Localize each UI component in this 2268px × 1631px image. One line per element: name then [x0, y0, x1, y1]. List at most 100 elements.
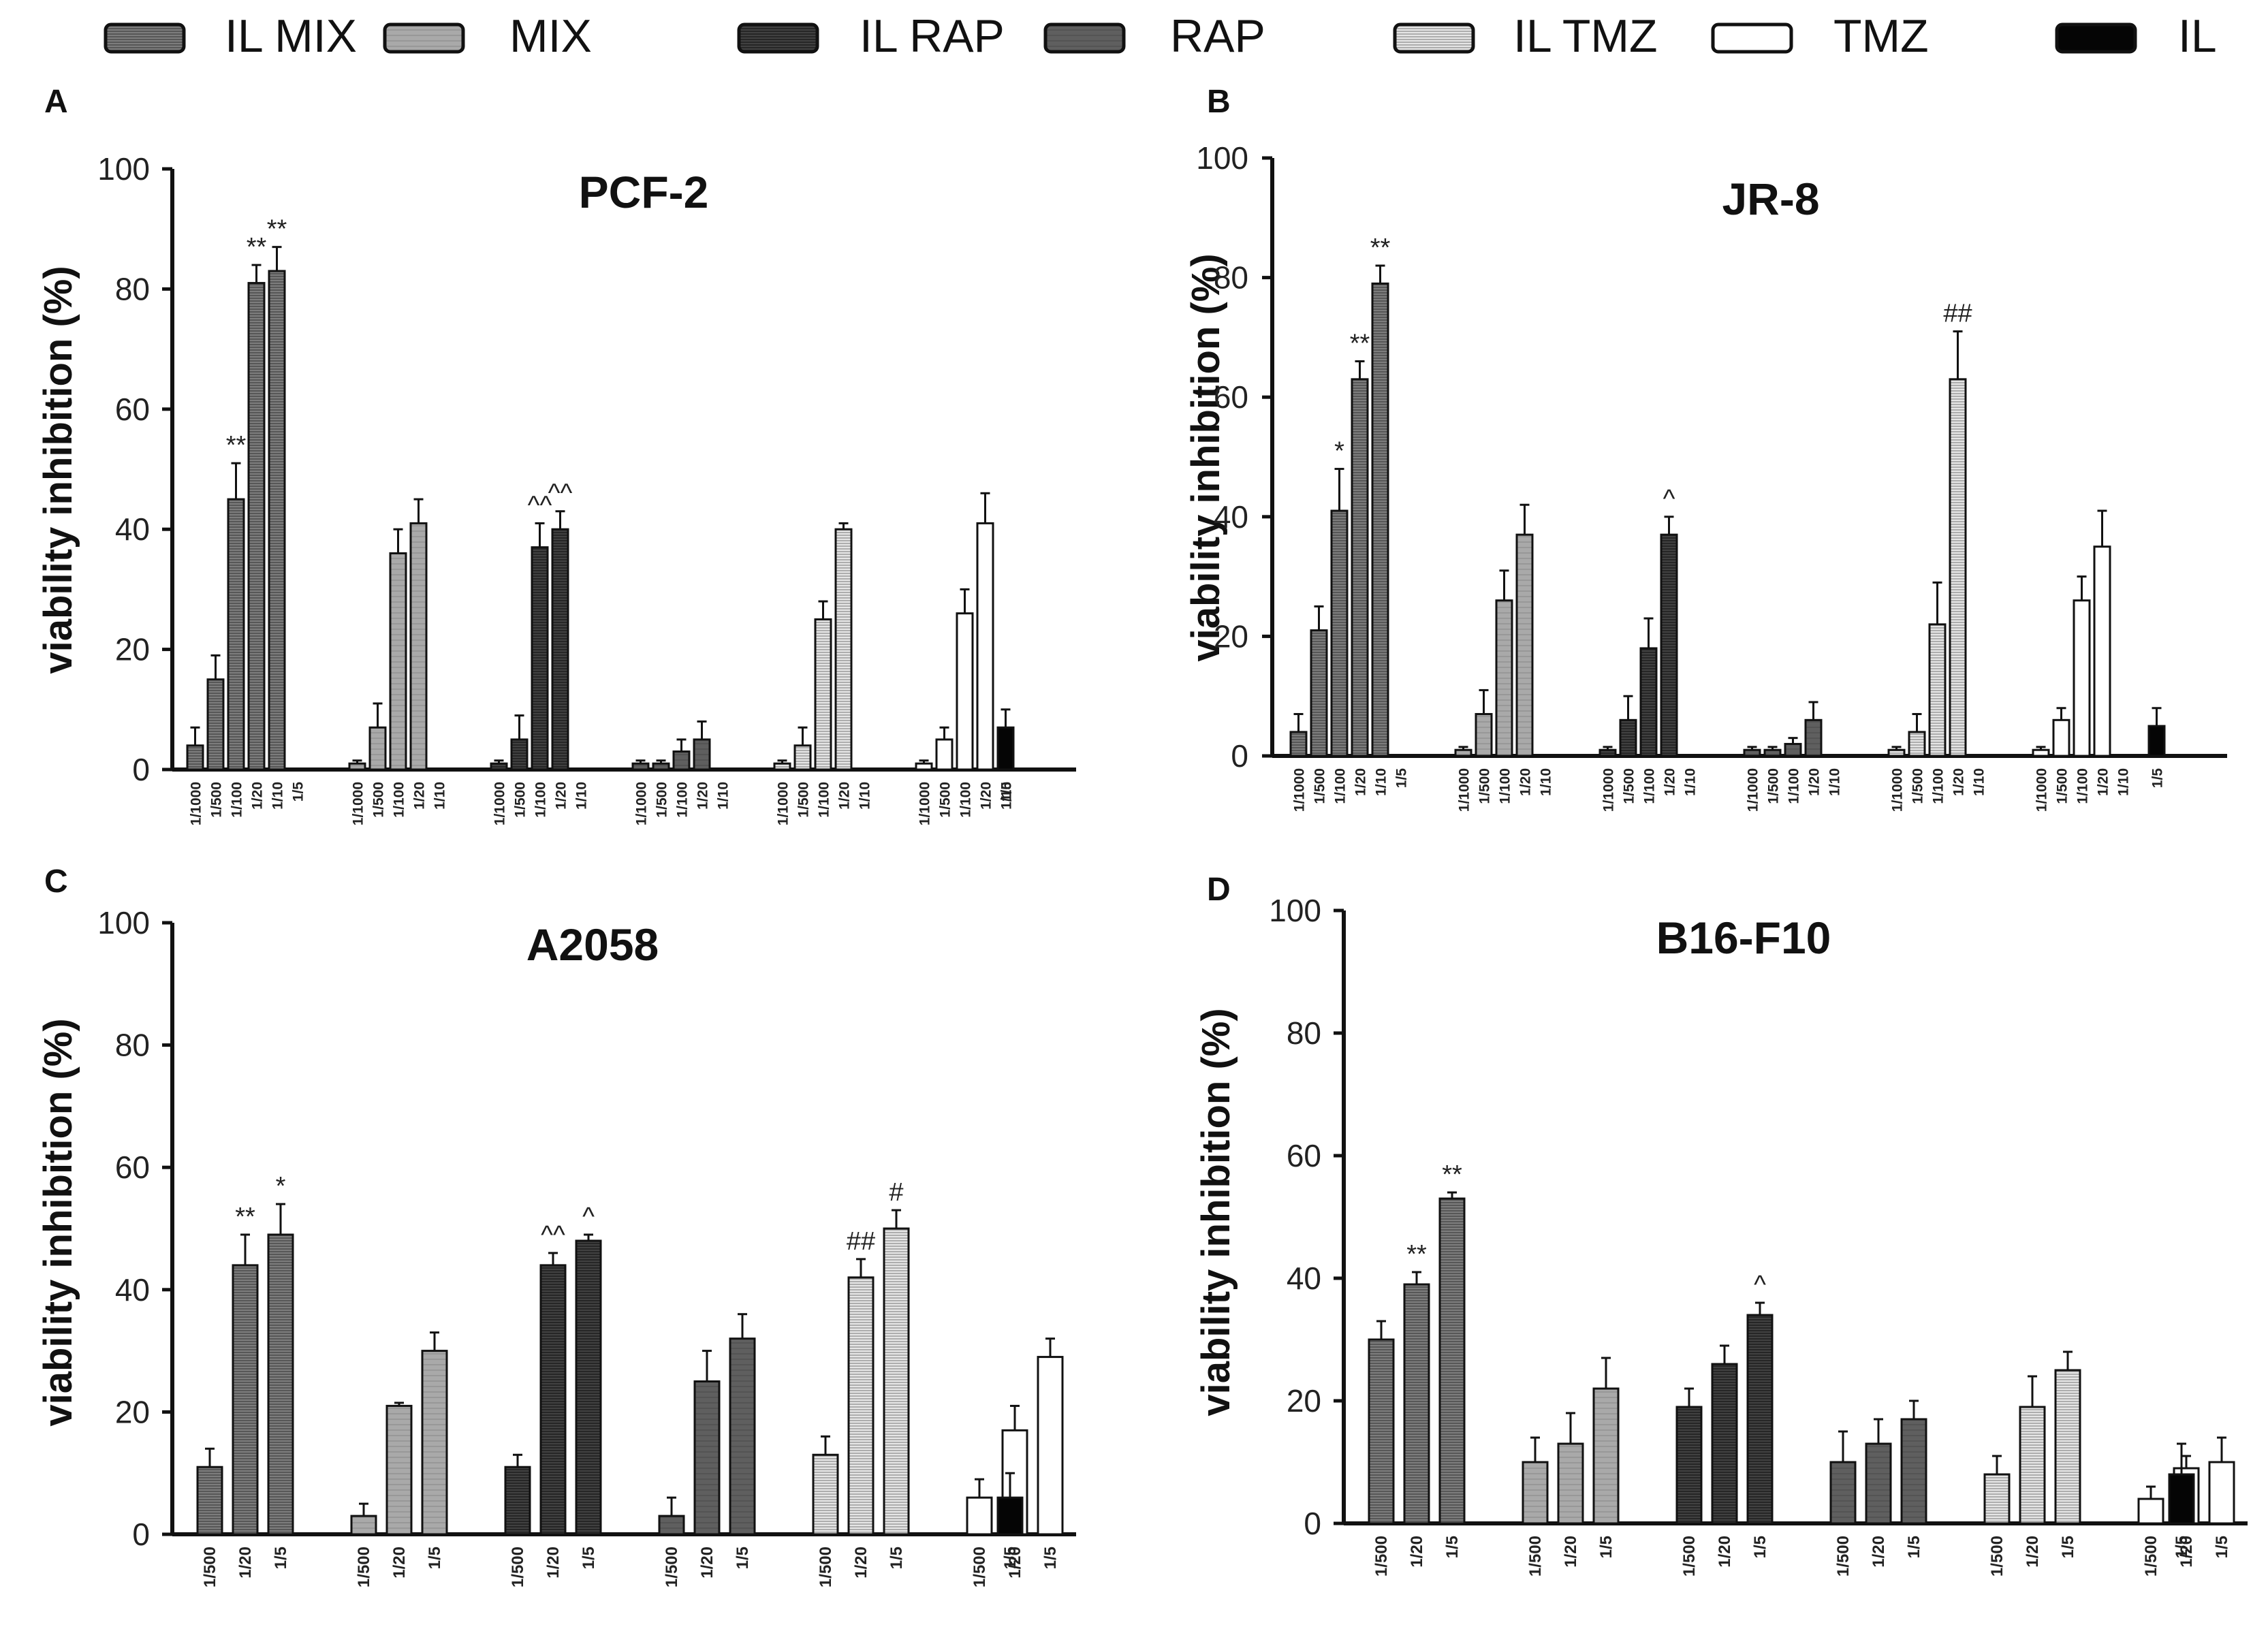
significance-label: ^^	[528, 491, 552, 520]
significance-label: ^	[1754, 1271, 1766, 1299]
y-tick-label: 0	[1304, 1506, 1321, 1541]
bar-il-1-5	[2168, 1473, 2195, 1525]
bar-group-il-tmz: 1/1000 1/500 1/100 1/20 1/10	[773, 522, 873, 825]
x-tick-label: 1/20	[412, 782, 428, 810]
bar-il-tmz-1-20	[1949, 378, 1967, 757]
y-tick-label: 20	[115, 632, 150, 667]
bar-tmz-1-500	[935, 738, 954, 771]
significance-label: **	[1406, 1240, 1427, 1269]
x-tick-label: 1/500	[509, 1547, 527, 1587]
bar-il-tmz-1-500	[1908, 731, 1926, 757]
bar-group-il-rap: 1/500 1/20 ^ 1/5	[1675, 1271, 1774, 1577]
x-tick-label: 1/5	[1443, 1536, 1462, 1558]
bar-il-rap-1-20	[1660, 533, 1678, 757]
significance-label: ^^	[541, 1221, 565, 1250]
x-tick-label: 1/5	[426, 1547, 444, 1569]
bar-il-tmz-1-500	[1983, 1473, 2011, 1525]
bar-il-mix-1-1000	[1289, 731, 1308, 757]
y-tick-label: 80	[1287, 1015, 1321, 1051]
chart-title: PCF-2	[579, 167, 709, 217]
bar-group-tmz: 1/1000 1/500 1/100 1/20 1/10	[2032, 509, 2132, 812]
x-tick-label: 1/20	[2023, 1536, 2042, 1568]
bar-il-mix-1-5	[267, 1233, 294, 1536]
bar-il-mix-1-20	[1403, 1283, 1430, 1525]
y-tick-label: 60	[1214, 379, 1248, 415]
bar-il-rap-1-500	[510, 738, 529, 771]
bar-il-tmz-1-100	[814, 618, 832, 771]
bar-mix-1-20	[409, 522, 428, 771]
y-tick-label: 40	[115, 511, 150, 547]
x-tick-label: 1/10	[1972, 768, 1987, 796]
x-tick-label: 1/100	[1333, 768, 1349, 804]
bar-il-rap-1-500	[1619, 718, 1637, 757]
bar-group-il: 1/5	[2168, 1442, 2195, 1558]
legend-swatch-il-mix	[104, 22, 186, 54]
x-tick-label: 1/1000	[1890, 768, 1906, 812]
bar-il-mix-1-500	[206, 678, 225, 771]
bar-group-il-rap: 1/500 ^^ 1/20 ^ 1/5	[504, 1203, 602, 1587]
bar-il-tmz-1-5	[883, 1227, 910, 1536]
legend-item-il: IL	[2055, 10, 2217, 62]
x-tick-label: 1/10	[270, 782, 286, 810]
bar-group-il: 1/5	[996, 1472, 1024, 1569]
y-tick-label: 40	[1287, 1261, 1321, 1296]
x-tick-label: 1/500	[1312, 768, 1328, 804]
x-tick-label: 1/5	[291, 782, 306, 802]
bar-group-il-rap: 1/1000 1/500 ^^ 1/100 ^^ 1/20 1/10	[490, 479, 590, 825]
significance-label: ^^	[548, 479, 573, 508]
y-axis-label: viability inhibition (%)	[36, 266, 80, 674]
y-tick-label: 20	[1287, 1383, 1321, 1419]
x-tick-label: 1/5	[999, 782, 1015, 802]
y-tick-label: 0	[1231, 738, 1248, 774]
significance-label: **	[235, 1203, 255, 1231]
x-tick-label: 1/10	[999, 782, 1015, 810]
panel-a: A PCF-2 viability inhibition (%) 0 20 40 60 80 1…	[36, 84, 1076, 825]
x-tick-label: 1/20	[1562, 1536, 1580, 1568]
x-tick-label: 1/5	[887, 1547, 906, 1569]
x-tick-label: 1/1000	[1457, 768, 1472, 812]
bar-mix-1-20	[385, 1404, 413, 1536]
x-tick-label: 1/500	[2142, 1536, 2160, 1577]
bar-tmz-1-500	[966, 1496, 993, 1536]
bar-il-rap-1-20	[551, 528, 569, 771]
x-tick-label: 1/20	[250, 782, 266, 810]
bar-group-il: 1/5	[2147, 707, 2166, 788]
x-tick-label: 1/100	[1498, 768, 1513, 804]
x-tick-label: 1/500	[817, 1547, 835, 1587]
bar-rap-1-20	[693, 738, 711, 771]
y-tick-label: 60	[115, 392, 150, 427]
significance-label: ^	[582, 1203, 595, 1231]
x-tick-label: 1/20	[1518, 768, 1534, 796]
bar-il-tmz-1-500	[793, 744, 812, 771]
bar-group-rap: 1/500 1/20 1/5	[658, 1313, 756, 1587]
x-tick-label: 1/20	[554, 782, 569, 810]
significance-label: #	[889, 1178, 903, 1207]
bar-group-rap: 1/1000 1/500 1/100 1/20 1/10	[1743, 701, 1843, 812]
bar-il-rap-1-1000	[1598, 748, 1617, 757]
bar-il-mix-1-5	[1438, 1197, 1466, 1525]
x-tick-label: 1/500	[371, 782, 387, 818]
x-tick-label: 1/1000	[189, 782, 204, 825]
bar-il-rap-1-20	[1711, 1363, 1738, 1525]
x-tick-label: 1/5	[1597, 1536, 1616, 1558]
bar-rap-1-5	[1900, 1418, 1927, 1525]
bar-il-rap-1-1000	[490, 762, 508, 771]
bar-rap-1-1000	[631, 762, 650, 771]
panel-d: D B16-F10 viability inhibition (%) 0 20 40 60 8…	[1194, 872, 2248, 1577]
significance-label: ^	[1663, 485, 1675, 513]
x-tick-label: 1/500	[209, 782, 225, 818]
x-tick-label: 1/500	[938, 782, 954, 818]
chart-title: A2058	[526, 919, 659, 970]
y-tick-label: 100	[1196, 140, 1248, 176]
bar-il-mix-1-10	[1371, 282, 1389, 757]
bar-group-mix: 1/500 1/20 1/5	[350, 1331, 448, 1587]
y-axis-label: viability inhibition (%)	[36, 1018, 80, 1426]
bar-il-mix-1-500	[1368, 1338, 1395, 1525]
y-tick-label: 80	[115, 271, 150, 306]
bar-il-mix-1-100	[227, 498, 245, 771]
x-tick-label: 1/500	[1526, 1536, 1545, 1577]
significance-label: ##	[1943, 300, 1972, 328]
x-tick-label: 1/500	[1766, 768, 1782, 804]
x-tick-label: 1/20	[1006, 1547, 1024, 1579]
